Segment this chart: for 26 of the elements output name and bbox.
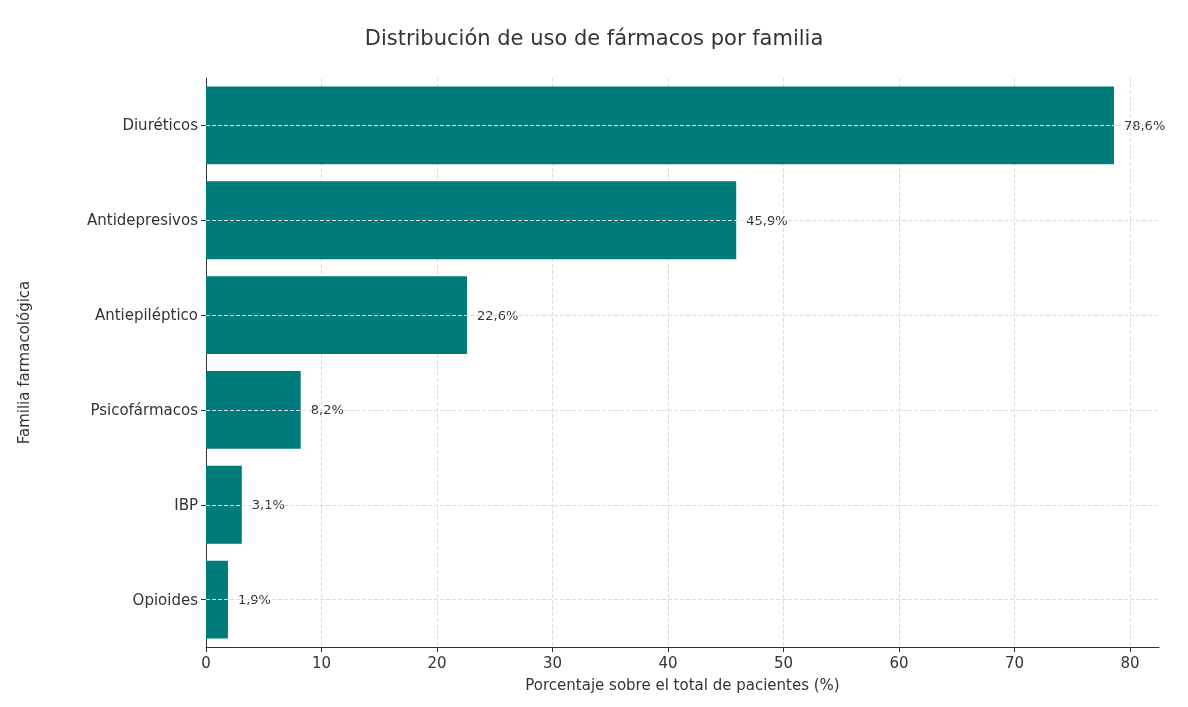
y-tick-label: Psicofármacos (90, 400, 199, 419)
data-label: 8,2% (310, 402, 344, 418)
x-tick-label: 70 (1005, 653, 1025, 672)
data-label: 3,1% (251, 497, 285, 513)
y-tick-label: IBP (174, 495, 198, 514)
bar (206, 560, 228, 639)
bar (206, 181, 737, 260)
bar (206, 371, 301, 449)
y-tick-label: Opioides (132, 590, 199, 609)
x-tick-label: 80 (1120, 653, 1140, 672)
y-tick-label: Antidepresivos (86, 211, 199, 230)
x-tick-label: 50 (774, 653, 794, 672)
y-tick-label: Antiepiléptico (94, 306, 198, 325)
x-tick-label: 40 (658, 653, 678, 672)
bar (206, 276, 468, 354)
bar (206, 86, 1114, 165)
x-tick-label: 10 (311, 653, 332, 672)
x-axis-title: Porcentaje sobre el total de pacientes (%) (525, 675, 840, 694)
y-tick-label: Diuréticos (122, 116, 199, 135)
x-tick-label: 30 (543, 653, 563, 672)
chart-title: Distribución de uso de fármacos por familia (364, 25, 824, 50)
x-tick-label: 20 (427, 653, 447, 672)
y-axis-title: Familia farmacológica (14, 280, 33, 445)
x-tick-label: 0 (201, 653, 211, 672)
bar (206, 465, 242, 544)
x-tick-label: 60 (889, 653, 909, 672)
